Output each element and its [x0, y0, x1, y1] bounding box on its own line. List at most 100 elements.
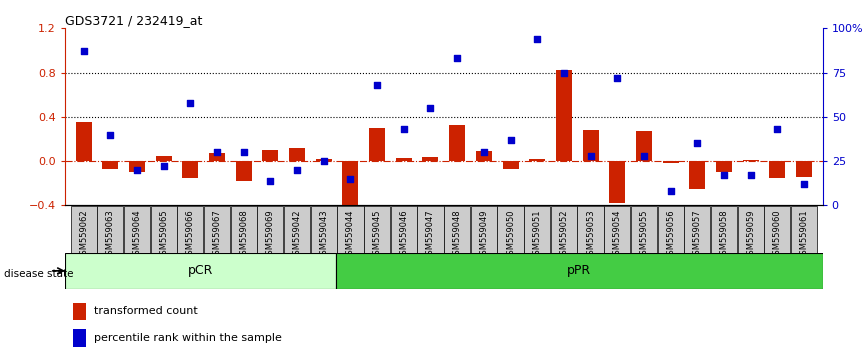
- Bar: [791, 206, 818, 253]
- Bar: [262, 150, 278, 161]
- Bar: [230, 206, 257, 253]
- Bar: [449, 125, 465, 161]
- Bar: [444, 206, 470, 253]
- Bar: [716, 161, 732, 172]
- Bar: [636, 131, 652, 161]
- Bar: [551, 206, 577, 253]
- Bar: [391, 206, 417, 253]
- Bar: [75, 122, 92, 161]
- Text: pCR: pCR: [188, 264, 213, 277]
- Bar: [178, 206, 204, 253]
- Bar: [311, 206, 337, 253]
- Text: GSM559049: GSM559049: [480, 209, 488, 259]
- Text: GSM559066: GSM559066: [186, 209, 195, 260]
- Text: percentile rank within the sample: percentile rank within the sample: [94, 333, 281, 343]
- Text: GSM559061: GSM559061: [799, 209, 809, 260]
- Text: GSM559045: GSM559045: [372, 209, 382, 259]
- Point: [611, 75, 624, 81]
- Bar: [73, 329, 87, 347]
- Bar: [556, 70, 572, 161]
- Point: [717, 172, 731, 178]
- Text: GSM559046: GSM559046: [399, 209, 408, 260]
- Point: [130, 167, 144, 173]
- Bar: [743, 160, 759, 161]
- Point: [344, 176, 358, 182]
- Bar: [156, 155, 171, 161]
- Text: GSM559058: GSM559058: [720, 209, 728, 260]
- Point: [103, 132, 117, 137]
- Bar: [765, 206, 791, 253]
- Text: GSM559069: GSM559069: [266, 209, 275, 260]
- Text: GSM559055: GSM559055: [639, 209, 649, 259]
- Bar: [338, 206, 364, 253]
- Bar: [524, 206, 550, 253]
- Bar: [471, 206, 497, 253]
- Bar: [529, 159, 546, 161]
- Point: [317, 158, 331, 164]
- Bar: [689, 161, 705, 189]
- Text: GSM559065: GSM559065: [159, 209, 168, 260]
- Point: [157, 164, 171, 169]
- Bar: [316, 159, 332, 161]
- Text: GSM559054: GSM559054: [613, 209, 622, 259]
- Text: GSM559044: GSM559044: [346, 209, 355, 259]
- Bar: [684, 206, 710, 253]
- Bar: [502, 161, 519, 169]
- Point: [210, 149, 224, 155]
- Bar: [151, 206, 177, 253]
- Text: GSM559068: GSM559068: [239, 209, 249, 260]
- Text: GSM559059: GSM559059: [746, 209, 755, 259]
- Point: [450, 56, 464, 61]
- Bar: [578, 206, 604, 253]
- Point: [557, 70, 571, 75]
- Bar: [289, 148, 305, 161]
- Bar: [342, 161, 359, 216]
- Text: GSM559060: GSM559060: [772, 209, 782, 260]
- Text: GSM559063: GSM559063: [106, 209, 115, 260]
- Point: [744, 172, 758, 178]
- Bar: [70, 206, 97, 253]
- Point: [397, 126, 410, 132]
- Point: [530, 36, 544, 42]
- Bar: [335, 253, 823, 289]
- Bar: [204, 206, 230, 253]
- Bar: [97, 206, 123, 253]
- Point: [584, 153, 598, 159]
- Bar: [284, 206, 310, 253]
- Bar: [417, 206, 443, 253]
- Bar: [630, 206, 657, 253]
- Text: GSM559047: GSM559047: [426, 209, 435, 260]
- Text: GSM559051: GSM559051: [533, 209, 542, 259]
- Text: GSM559042: GSM559042: [293, 209, 301, 259]
- Bar: [738, 206, 764, 253]
- Bar: [711, 206, 737, 253]
- Point: [290, 167, 304, 173]
- Bar: [364, 206, 391, 253]
- Point: [77, 48, 91, 54]
- Text: GSM559043: GSM559043: [320, 209, 328, 260]
- Text: GSM559053: GSM559053: [586, 209, 595, 260]
- Point: [663, 188, 677, 194]
- Bar: [657, 206, 683, 253]
- Text: GSM559064: GSM559064: [132, 209, 141, 260]
- Bar: [604, 206, 630, 253]
- Point: [504, 137, 518, 143]
- Bar: [796, 161, 812, 177]
- Bar: [236, 161, 252, 181]
- Point: [370, 82, 384, 88]
- Bar: [65, 253, 335, 289]
- Bar: [183, 161, 198, 178]
- Point: [637, 153, 651, 159]
- Text: GSM559067: GSM559067: [212, 209, 222, 260]
- Point: [184, 100, 197, 105]
- Bar: [423, 156, 438, 161]
- Bar: [396, 158, 412, 161]
- Bar: [583, 130, 598, 161]
- Bar: [497, 206, 524, 253]
- Text: transformed count: transformed count: [94, 306, 197, 316]
- Bar: [369, 128, 385, 161]
- Text: GSM559057: GSM559057: [693, 209, 701, 260]
- Point: [236, 149, 250, 155]
- Bar: [129, 161, 145, 172]
- Bar: [769, 161, 785, 178]
